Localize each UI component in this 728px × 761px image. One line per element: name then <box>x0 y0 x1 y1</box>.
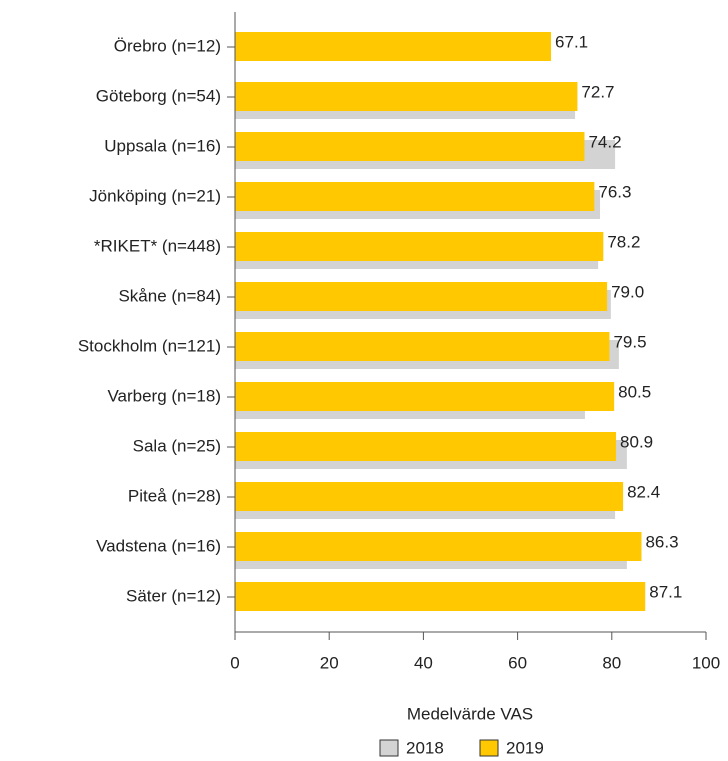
bar <box>235 582 646 611</box>
bar <box>235 482 624 511</box>
bar <box>235 282 608 311</box>
data-label: 80.9 <box>620 432 653 451</box>
legend-label: 2018 <box>406 738 444 757</box>
y-tick-label: *RIKET* (n=448) <box>94 236 221 255</box>
bar <box>235 332 610 361</box>
data-label: 79.5 <box>613 332 646 351</box>
data-label: 87.1 <box>649 582 682 601</box>
bar <box>235 182 595 211</box>
data-label: 79.0 <box>611 282 644 301</box>
bar <box>235 432 617 461</box>
y-tick-label: Stockholm (n=121) <box>78 336 221 355</box>
data-label: 78.2 <box>607 232 640 251</box>
bar <box>235 32 552 61</box>
x-tick-label: 20 <box>320 653 339 672</box>
y-tick-label: Vadstena (n=16) <box>96 536 221 555</box>
y-tick-label: Sala (n=25) <box>133 436 221 455</box>
bar <box>235 232 604 261</box>
data-label: 82.4 <box>627 482 660 501</box>
y-tick-label: Örebro (n=12) <box>114 36 221 55</box>
bar <box>235 532 642 561</box>
y-tick-label: Piteå (n=28) <box>128 486 221 505</box>
data-label: 86.3 <box>645 532 678 551</box>
y-tick-label: Säter (n=12) <box>126 586 221 605</box>
y-tick-label: Uppsala (n=16) <box>104 136 221 155</box>
x-tick-label: 40 <box>414 653 433 672</box>
data-label: 80.5 <box>618 382 651 401</box>
legend-swatch <box>379 739 399 757</box>
y-tick-label: Göteborg (n=54) <box>96 86 221 105</box>
x-tick-label: 80 <box>602 653 621 672</box>
legend-swatch <box>479 739 499 757</box>
x-tick-label: 100 <box>692 653 720 672</box>
data-label: 72.7 <box>581 82 614 101</box>
legend-label: 2019 <box>506 738 544 757</box>
x-tick-label: 60 <box>508 653 527 672</box>
x-tick-label: 0 <box>230 653 239 672</box>
data-label: 76.3 <box>598 182 631 201</box>
data-label: 67.1 <box>555 32 588 51</box>
y-tick-label: Skåne (n=84) <box>118 286 221 305</box>
bar <box>235 132 585 161</box>
y-tick-label: Jönköping (n=21) <box>89 186 221 205</box>
bar <box>235 382 615 411</box>
x-axis-label: Medelvärde VAS <box>407 704 533 723</box>
data-label: 74.2 <box>588 132 621 151</box>
y-tick-label: Varberg (n=18) <box>107 386 221 405</box>
bar <box>235 82 578 111</box>
